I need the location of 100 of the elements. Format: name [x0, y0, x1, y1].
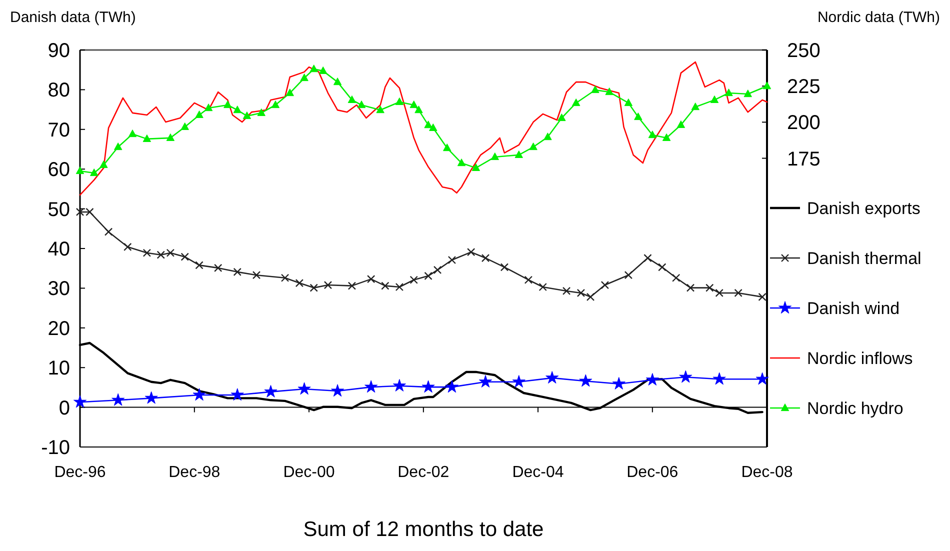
point — [734, 288, 742, 298]
point — [524, 276, 533, 284]
point — [715, 288, 724, 298]
point — [233, 268, 242, 276]
point — [381, 282, 390, 290]
point — [166, 248, 175, 257]
point — [756, 372, 769, 385]
point — [538, 282, 547, 292]
point — [762, 82, 772, 90]
point — [357, 100, 366, 108]
legend-label: Danish exports — [807, 198, 920, 218]
point — [410, 276, 418, 284]
point — [605, 88, 614, 96]
point — [410, 100, 418, 108]
point — [448, 256, 456, 264]
point — [364, 380, 378, 393]
point — [195, 261, 204, 270]
y-tick-label: 90 — [48, 40, 70, 62]
point — [591, 86, 600, 94]
point — [445, 380, 458, 393]
y-tick-label: 0 — [58, 397, 70, 420]
point — [562, 286, 571, 296]
x-tick-label: Dec-96 — [54, 464, 106, 481]
y2-tick-label: 250 — [787, 40, 820, 62]
x-tick-label: Dec-00 — [283, 464, 335, 481]
point — [395, 98, 404, 106]
point — [706, 284, 714, 292]
point — [710, 96, 719, 103]
point — [544, 132, 552, 140]
point — [376, 106, 384, 114]
y2-tick-label: 225 — [787, 76, 820, 98]
point — [433, 266, 442, 274]
point — [73, 395, 87, 408]
y-tick-label: -10 — [41, 437, 70, 459]
point — [230, 388, 244, 401]
point — [572, 98, 580, 106]
point — [144, 391, 158, 404]
point — [478, 375, 492, 388]
point — [348, 96, 356, 103]
y-tick-label: 80 — [48, 80, 70, 102]
point — [586, 292, 595, 302]
point — [466, 248, 476, 256]
point — [252, 271, 261, 280]
point — [142, 248, 152, 257]
x-tick-label: Dec-02 — [398, 464, 450, 481]
point — [646, 373, 659, 386]
x-tick-label: Dec-04 — [512, 464, 564, 481]
point — [300, 74, 308, 82]
point — [679, 370, 692, 383]
y-tick-label: 60 — [48, 159, 70, 182]
point — [472, 163, 480, 171]
y-tick-label: 70 — [48, 119, 70, 142]
point — [112, 393, 125, 406]
point — [558, 114, 566, 122]
point — [166, 133, 175, 141]
point — [648, 130, 657, 138]
y2-tick-label: 200 — [787, 112, 820, 134]
point — [271, 100, 280, 108]
legend-label: Nordic hydro — [807, 398, 904, 418]
point — [180, 122, 189, 130]
point — [676, 120, 686, 128]
point — [257, 108, 266, 116]
point — [624, 98, 633, 106]
point — [612, 377, 626, 390]
point — [529, 142, 538, 150]
point — [424, 120, 432, 128]
point — [758, 292, 766, 302]
point — [724, 88, 733, 96]
legend-label: Nordic inflows — [807, 348, 913, 368]
point — [280, 274, 290, 282]
point — [712, 372, 726, 385]
point — [310, 284, 318, 292]
point — [195, 110, 204, 118]
point — [124, 242, 132, 252]
point — [76, 166, 84, 174]
point — [204, 104, 213, 112]
point — [366, 274, 376, 284]
point — [180, 252, 189, 261]
point — [672, 274, 680, 282]
point — [579, 374, 592, 387]
x-tick-label: Dec-06 — [626, 464, 678, 481]
point — [142, 134, 152, 142]
y2-axis-title: Nordic data (TWh) — [817, 9, 940, 26]
legend-label: Danish wind — [807, 298, 900, 318]
point — [286, 88, 294, 96]
y-tick-label: 10 — [48, 358, 70, 380]
point — [114, 142, 122, 150]
y-tick-label: 20 — [48, 318, 70, 340]
point — [104, 228, 113, 236]
point — [512, 375, 526, 388]
point — [490, 152, 499, 160]
point — [576, 288, 586, 298]
x-tick-label: Dec-98 — [168, 464, 220, 481]
point — [310, 64, 318, 72]
line-series — [79, 61, 768, 196]
y-tick-label: 30 — [48, 278, 70, 300]
point — [624, 271, 633, 280]
point — [514, 150, 523, 158]
point — [392, 379, 406, 392]
point — [333, 78, 342, 86]
